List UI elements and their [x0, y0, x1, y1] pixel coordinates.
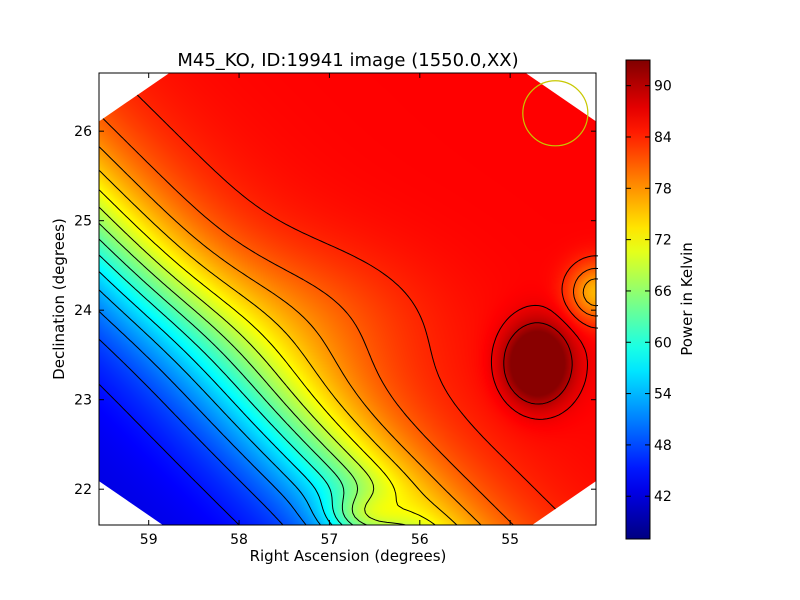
colorbar-tick-label: 90 — [654, 79, 672, 95]
contour-line — [98, 146, 598, 526]
colorbar-label: Power in Kelvin — [678, 242, 696, 356]
contour-line — [98, 289, 321, 526]
y-tick-label: 25 — [74, 214, 92, 230]
colorbar-tick-label: 60 — [654, 335, 672, 351]
contour-line — [98, 310, 307, 526]
colorbar — [625, 59, 651, 540]
colorbar-tick-label: 42 — [654, 489, 672, 505]
contour-line — [98, 189, 436, 526]
contour-line — [98, 238, 354, 526]
x-tick-label: 59 — [140, 532, 158, 548]
contour-line — [503, 322, 573, 405]
x-tick-label: 56 — [411, 532, 429, 548]
x-axis-title: Right Ascension (degrees) — [250, 547, 447, 565]
y-tick-label: 24 — [74, 303, 92, 319]
chart-title: M45_KO, ID:19941 image (1550.0,XX) — [177, 50, 518, 71]
contour-line — [98, 222, 367, 526]
heatmap-image — [99, 73, 596, 525]
plot-frame — [98, 72, 597, 526]
colorbar-tick-label: 48 — [654, 438, 672, 454]
colorbar-tick-label: 84 — [654, 130, 672, 146]
colorbar-ticks: 42 48 54 60 66 72 78 84 90 — [626, 79, 672, 505]
x-axis-ticks: 59 58 57 56 55 — [140, 73, 519, 548]
contour-line — [98, 271, 333, 526]
heatmap-layer — [98, 73, 598, 526]
y-axis-ticks: 22 23 24 25 26 — [74, 124, 596, 498]
colorbar-tick-label: 66 — [654, 284, 672, 300]
x-tick-label: 58 — [230, 532, 248, 548]
contour-line — [98, 254, 343, 526]
colorbar-tick-label: 54 — [654, 387, 672, 403]
colorbar-tick-label: 78 — [654, 181, 672, 197]
y-tick-label: 22 — [74, 482, 92, 498]
colorbar-tick-label: 72 — [654, 233, 672, 249]
contour-lines — [98, 73, 598, 526]
x-tick-label: 55 — [501, 532, 519, 548]
contour-line — [98, 169, 458, 526]
contour-line — [98, 206, 406, 526]
y-tick-label: 26 — [74, 124, 92, 140]
contour-line — [490, 304, 588, 420]
y-axis-title: Declination (degrees) — [50, 218, 68, 380]
y-tick-label: 23 — [74, 393, 92, 409]
x-tick-label: 57 — [321, 532, 339, 548]
contour-line — [98, 338, 284, 526]
beam-circle — [522, 80, 589, 147]
